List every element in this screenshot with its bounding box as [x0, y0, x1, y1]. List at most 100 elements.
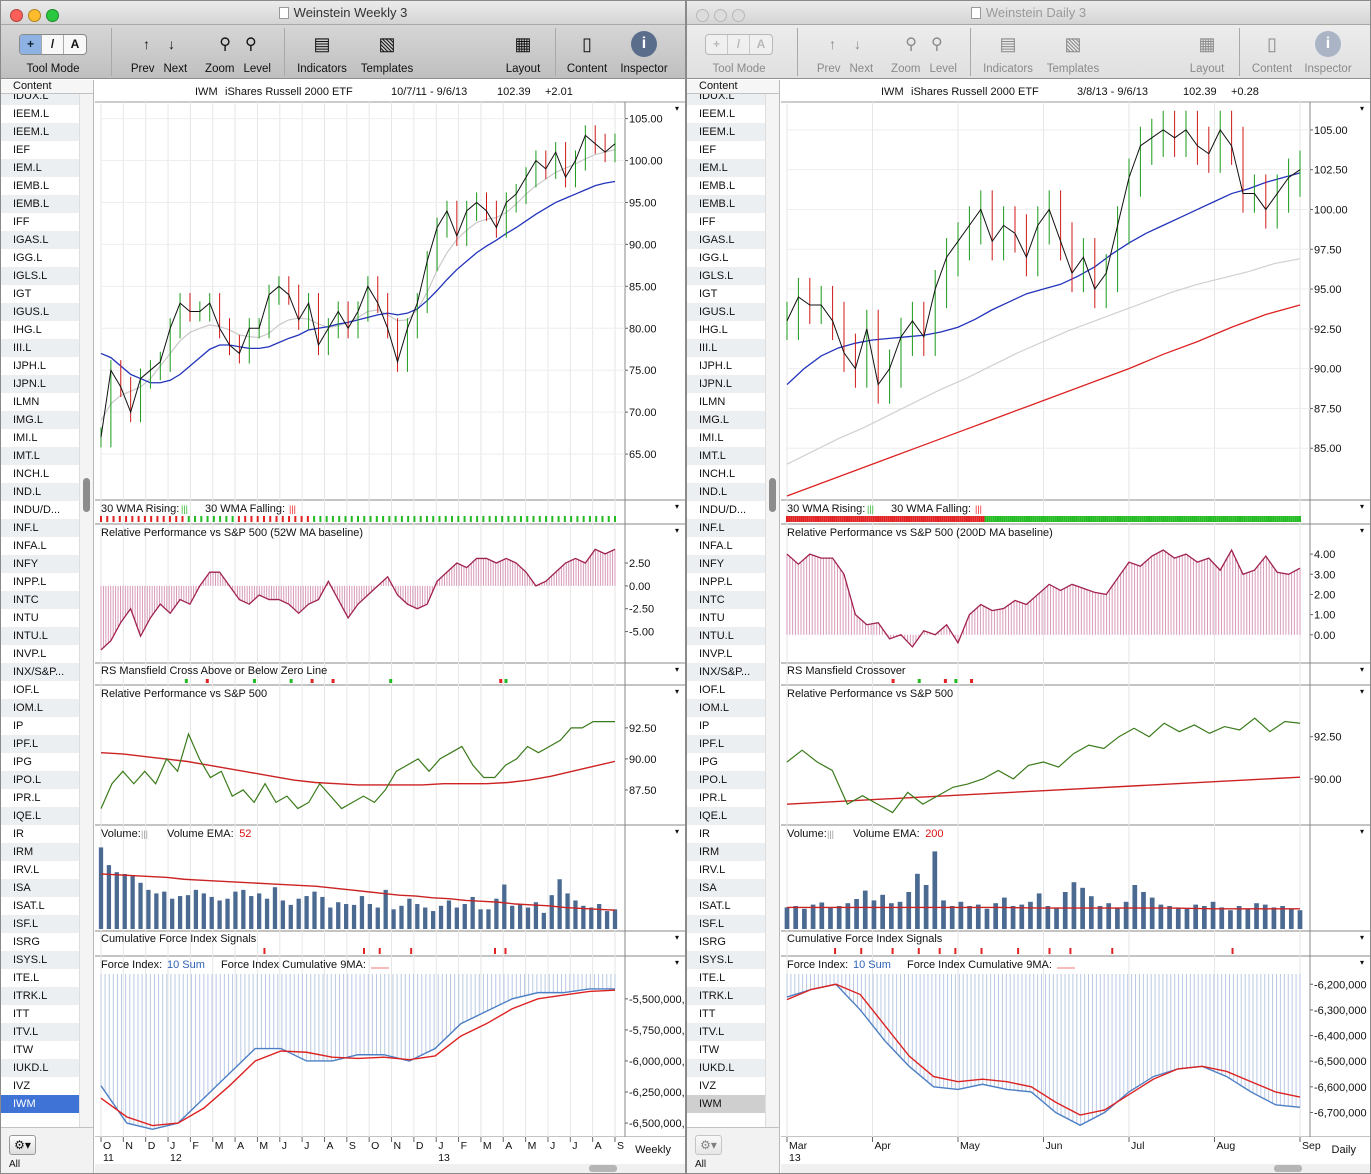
symbol-list-item[interactable]: IUKD.L	[1, 1059, 79, 1077]
symbol-list-item[interactable]: ISA	[687, 879, 765, 897]
inspector-button[interactable]: i Inspector	[1301, 31, 1355, 75]
horizontal-scrollbar[interactable]	[781, 1164, 1370, 1173]
gear-icon[interactable]: ⚙▾	[9, 1135, 36, 1155]
content-button[interactable]: ▯ Content	[1251, 33, 1293, 76]
symbol-list-item[interactable]: INVP.L	[13, 648, 47, 660]
symbol-list-item[interactable]: INPP.L	[13, 576, 47, 588]
layout-button[interactable]: ▦ Layout	[1189, 33, 1225, 76]
prev-arrow-icon[interactable]: ↑	[143, 36, 150, 52]
text-tool-icon[interactable]: A	[70, 37, 80, 51]
symbol-list-item[interactable]: IEMB.L	[699, 180, 736, 192]
symbol-list-item[interactable]: ILMN	[699, 396, 726, 408]
symbol-list-item[interactable]: IPF.L	[1, 735, 79, 753]
symbol-list-item[interactable]: IUKD.L	[687, 1059, 765, 1077]
all-filter[interactable]: All	[695, 1159, 707, 1170]
symbol-list-item[interactable]: IPR.L	[699, 792, 727, 804]
symbol-list-item[interactable]: IEMB.L	[1, 195, 79, 213]
symbol-list-item[interactable]: IGLS.L	[1, 267, 79, 285]
symbol-list-item[interactable]: IEM.L	[1, 159, 79, 177]
symbol-list-item[interactable]: INX/S&P...	[1, 663, 79, 681]
symbol-list-item[interactable]: IHG.L	[699, 324, 728, 336]
symbol-list-item[interactable]: INVP.L	[699, 648, 733, 660]
symbol-list-item[interactable]: IJPH.L	[13, 360, 47, 372]
symbol-list-item[interactable]: ISYS.L	[687, 951, 765, 969]
scroll-thumb[interactable]	[83, 478, 90, 512]
symbol-list-item[interactable]: ITT	[13, 1008, 30, 1020]
symbol-list-item[interactable]: INTU	[13, 612, 39, 624]
chart-svg[interactable]: IWM iShares Russell 2000 ETF 10/7/11 - 9/6…	[95, 80, 685, 1173]
zoom-level-control[interactable]: ⚲ ⚲ Zoom Level	[205, 36, 271, 75]
line-tool-icon[interactable]: /	[42, 34, 64, 54]
minimize-button[interactable]	[714, 9, 727, 22]
symbol-list-item[interactable]: IDUX.L	[1, 94, 79, 105]
zoom-in-icon[interactable]: ⚲	[245, 36, 257, 53]
symbol-list-item[interactable]: IPR.L	[13, 792, 41, 804]
symbol-list-item[interactable]: ITW	[699, 1044, 720, 1056]
templates-button[interactable]: ▧ Templates	[1046, 33, 1100, 76]
close-button[interactable]	[696, 9, 709, 22]
symbol-list-item[interactable]: IGLS.L	[687, 267, 765, 285]
symbol-list-item[interactable]: IQE.L	[687, 807, 765, 825]
tool-mode-control[interactable]: + / A Tool Mode	[701, 31, 777, 75]
symbol-list-item[interactable]: INPP.L	[699, 576, 733, 588]
indicators-button[interactable]: ▤ Indicators	[983, 33, 1033, 76]
symbol-list-item[interactable]: IGUS.L	[1, 303, 79, 321]
symbol-list-item[interactable]: IVZ	[699, 1080, 717, 1092]
symbol-list-item[interactable]: ITRK.L	[687, 987, 765, 1005]
symbol-list-item[interactable]: ISRG	[13, 936, 40, 948]
symbol-list-item[interactable]: IGT	[13, 288, 32, 300]
symbol-list-item[interactable]: INFA.L	[699, 540, 733, 552]
content-button[interactable]: ▯ Content	[566, 33, 608, 76]
symbol-list-item[interactable]: IEF	[699, 144, 717, 156]
symbol-list-item[interactable]: IND.L	[687, 483, 765, 501]
symbol-list-item[interactable]: IR	[699, 828, 710, 840]
symbol-list-item[interactable]: IJPN.L	[1, 375, 79, 393]
prev-next-control[interactable]: ↑ ↓ Prev Next	[130, 36, 188, 75]
symbol-list-item[interactable]: INDU/D...	[699, 504, 747, 516]
symbol-list-item[interactable]: IR	[13, 828, 24, 840]
symbol-list-item[interactable]: INTC	[687, 591, 765, 609]
symbol-list-item[interactable]: IEEM.L	[699, 108, 736, 120]
prev-next-control[interactable]: ↑ ↓ Prev Next	[816, 36, 874, 75]
symbol-list-item[interactable]: ISAT.L	[699, 900, 731, 912]
symbol-list-item[interactable]: IRV.L	[699, 864, 726, 876]
symbol-list-item[interactable]: INTC	[1, 591, 79, 609]
zoom-level-control[interactable]: ⚲ ⚲ Zoom Level	[891, 36, 957, 75]
symbol-list-item[interactable]: INF.L	[687, 519, 765, 537]
chart-svg[interactable]: IWM iShares Russell 2000 ETF 3/8/13 - 9/6/…	[781, 80, 1370, 1173]
symbol-list-item[interactable]: IPO.L	[1, 771, 79, 789]
symbol-list-item[interactable]: IMG.L	[687, 411, 765, 429]
line-tool-icon[interactable]: /	[728, 34, 750, 54]
sidebar-header[interactable]: Content	[1, 80, 93, 94]
symbol-list-item[interactable]: IPG	[699, 756, 718, 768]
symbol-list-item[interactable]: IGT	[699, 288, 718, 300]
layout-button[interactable]: ▦ Layout	[505, 33, 541, 76]
symbol-list-item[interactable]: IOF.L	[13, 684, 40, 696]
next-arrow-icon[interactable]: ↓	[854, 36, 861, 52]
symbol-list-item[interactable]: IGG.L	[699, 252, 729, 264]
tool-mode-control[interactable]: + / A Tool Mode	[15, 31, 91, 75]
symbol-list-item[interactable]: IEEM.L	[13, 108, 50, 120]
symbol-list[interactable]: IDUX.L IEEM.L IEEM.L IEF IEM.L IEMB.L IEMB.L IF…	[1, 94, 79, 1127]
symbol-list-item[interactable]: IMT.L	[1, 447, 79, 465]
window-titlebar[interactable]: Weinstein Weekly 3	[1, 1, 685, 25]
zoom-button[interactable]	[46, 9, 59, 22]
weekly-chart-window[interactable]: Weinstein Weekly 3 + / A Tool Mode ↑ ↓ Prev…	[0, 0, 686, 1174]
symbol-list-item[interactable]: IQE.L	[1, 807, 79, 825]
symbol-list-item[interactable]: INTU.L	[1, 627, 79, 645]
symbol-list-item[interactable]: IEMB.L	[13, 180, 50, 192]
symbol-list-item[interactable]: INFA.L	[13, 540, 47, 552]
next-arrow-icon[interactable]: ↓	[168, 36, 175, 52]
zoom-in-icon[interactable]: ⚲	[931, 36, 943, 53]
symbol-list-item[interactable]: IHG.L	[13, 324, 42, 336]
symbol-list-item[interactable]: IJPH.L	[699, 360, 733, 372]
symbol-list-item[interactable]: ISF.L	[687, 915, 765, 933]
symbol-list-item[interactable]: IPG	[13, 756, 32, 768]
gear-icon[interactable]: ⚙▾	[695, 1135, 722, 1155]
zoom-out-icon[interactable]: ⚲	[905, 36, 917, 53]
zoom-button[interactable]	[732, 9, 745, 22]
symbol-list-item[interactable]: INDU/D...	[13, 504, 61, 516]
symbol-list-item[interactable]: IJPN.L	[687, 375, 765, 393]
symbol-list-item[interactable]: INTU.L	[687, 627, 765, 645]
symbol-list-item[interactable]: IFF	[699, 216, 716, 228]
